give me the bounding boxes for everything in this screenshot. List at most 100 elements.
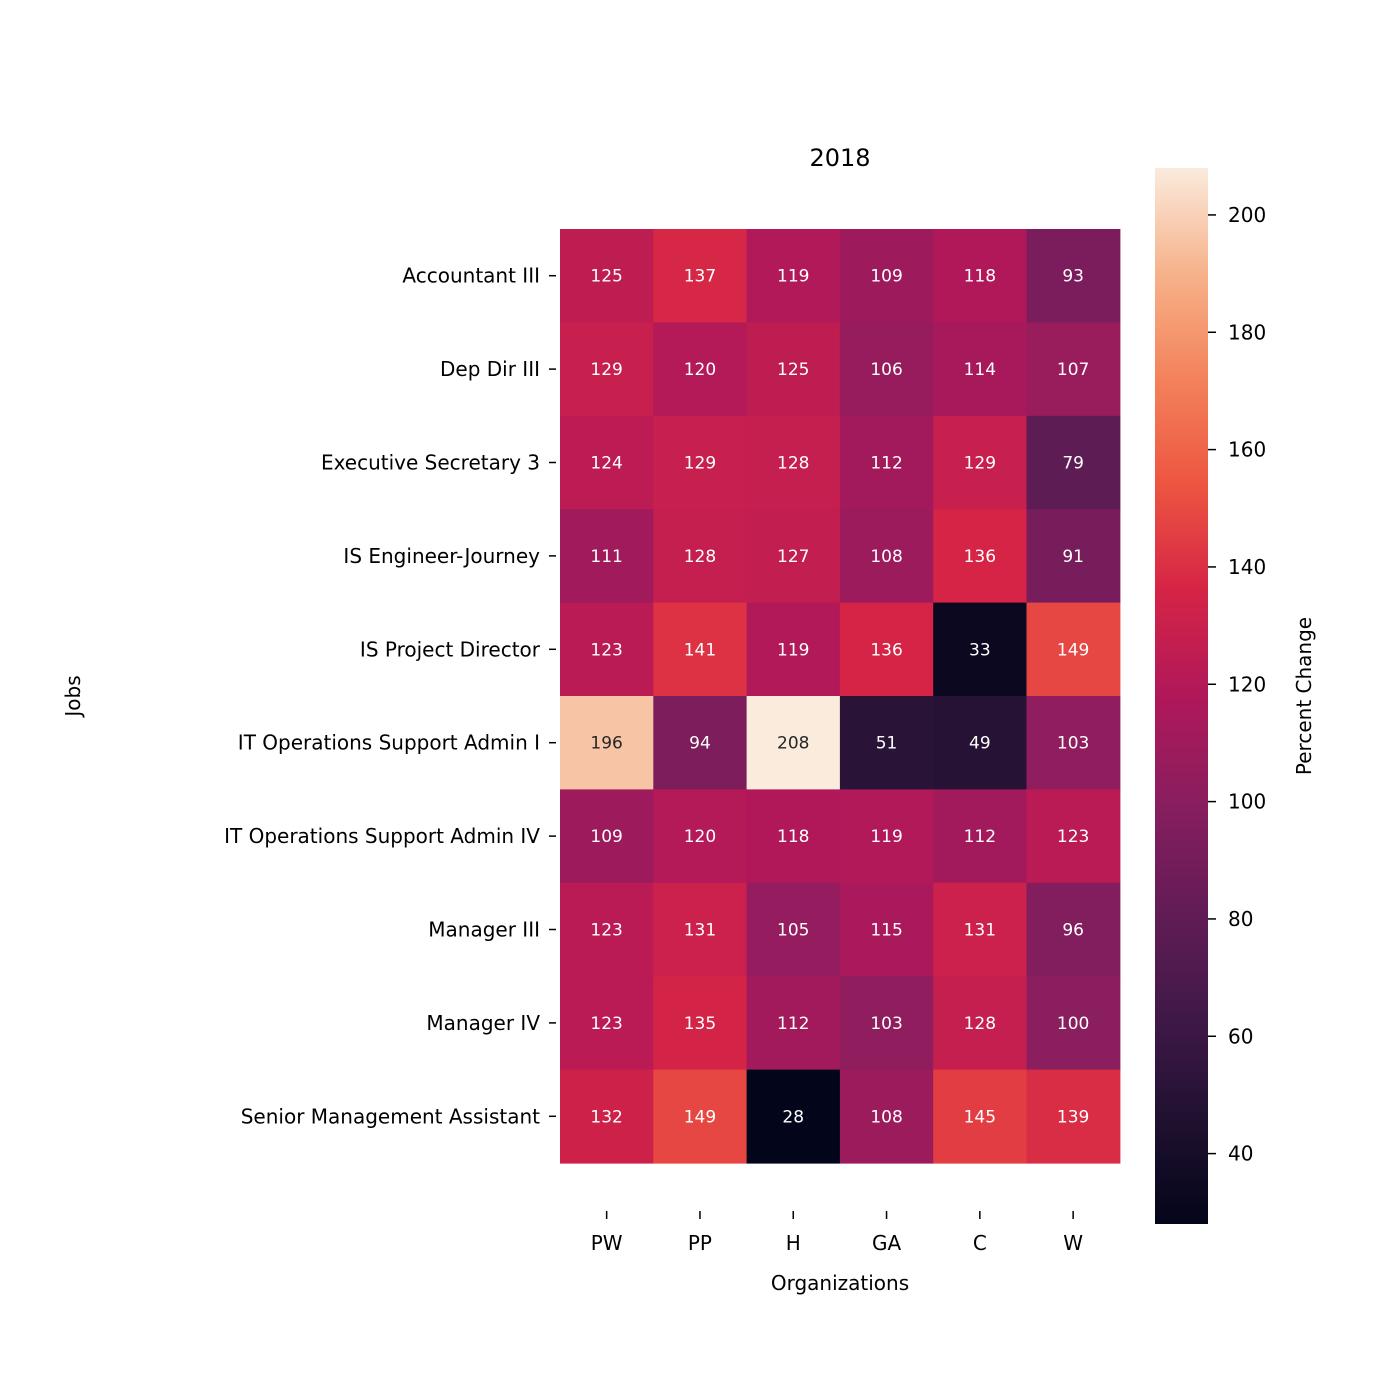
cell-value-label: 141 [684, 640, 716, 660]
cell-value-label: 123 [590, 640, 622, 660]
colorbar-label: Percent Change [1292, 617, 1316, 775]
cell-value-label: 119 [777, 640, 809, 660]
cell-value-label: 100 [1057, 1014, 1089, 1034]
cell-value-label: 111 [590, 547, 622, 567]
heatmap-cell [1026, 415, 1121, 510]
cell-value-label: 49 [969, 734, 991, 754]
heatmap-cell [653, 976, 748, 1071]
heatmap-cell [1026, 882, 1121, 977]
colorbar-tick-label: 160 [1228, 438, 1266, 462]
x-tick-label: H [786, 1231, 801, 1255]
cell-value-label: 145 [964, 1107, 996, 1127]
heatmap-cell [746, 696, 841, 790]
heatmap-cell [933, 415, 1028, 510]
x-tick-label: GA [872, 1231, 901, 1255]
heatmap-cell [1026, 976, 1121, 1071]
x-axis-label: Organizations [771, 1271, 909, 1295]
heatmap-cell [560, 509, 654, 604]
cell-value-label: 108 [870, 547, 902, 567]
cell-value-label: 33 [969, 640, 991, 660]
cell-value-label: 94 [689, 734, 711, 754]
cell-value-label: 131 [964, 921, 996, 941]
heatmap-cell [839, 882, 934, 977]
heatmap-cell [653, 789, 748, 884]
heatmap-cell [1026, 1069, 1121, 1164]
cell-value-label: 112 [964, 827, 996, 847]
heatmap-cell [839, 1069, 934, 1164]
heatmap-cell [746, 509, 841, 604]
cell-value-label: 135 [684, 1014, 716, 1034]
heatmap-cell [839, 602, 934, 697]
cell-value-label: 129 [684, 454, 716, 474]
heatmap-cell [746, 229, 841, 323]
cell-value-label: 125 [777, 360, 809, 380]
cell-value-label: 128 [777, 454, 809, 474]
y-tick-label: Manager IV [426, 1011, 540, 1035]
y-tick-label: IS Engineer-Journey [343, 544, 540, 568]
y-tick-label: Dep Dir III [440, 357, 540, 381]
heatmap-cell [653, 696, 748, 790]
cell-value-label: 136 [870, 640, 902, 660]
heatmap-cell [839, 229, 934, 323]
cell-value-label: 112 [777, 1014, 809, 1034]
cell-value-label: 28 [782, 1107, 804, 1127]
heatmap-cell [933, 1069, 1028, 1164]
heatmap-cell [746, 976, 841, 1071]
x-tick-label: PP [688, 1231, 712, 1255]
heatmap-cell [560, 322, 654, 417]
heatmap-cell [653, 882, 748, 977]
x-tick-label: PW [591, 1231, 623, 1255]
heatmap-cell [933, 882, 1028, 977]
cell-value-label: 109 [590, 827, 622, 847]
heatmap-cell [560, 696, 654, 790]
heatmap-cell [560, 602, 654, 697]
heatmap-cell [746, 789, 841, 884]
heatmap-cell [746, 415, 841, 510]
cell-value-label: 118 [777, 827, 809, 847]
heatmap-cell [933, 696, 1028, 790]
y-tick-label: Accountant III [402, 264, 540, 288]
colorbar-ticks: 40 60 80 100 120 140 160 180 200 [1208, 203, 1266, 1166]
colorbar-tick-label: 200 [1228, 203, 1266, 227]
heatmap-cell [653, 602, 748, 697]
cell-value-label: 149 [1057, 640, 1089, 660]
heatmap-cells [560, 229, 1121, 1164]
cell-value-label: 112 [870, 454, 902, 474]
heatmap-cell [839, 789, 934, 884]
heatmap-cell [560, 229, 654, 323]
y-axis-label: Jobs [61, 675, 85, 718]
y-tick-label: IT Operations Support Admin I [238, 731, 540, 755]
heatmap-cell [933, 509, 1028, 604]
heatmap-cell [560, 1069, 654, 1164]
cell-value-label: 123 [590, 1014, 622, 1034]
chart-title: 2018 [809, 144, 870, 172]
colorbar-tick-label: 100 [1228, 790, 1266, 814]
cell-value-label: 136 [964, 547, 996, 567]
cell-value-label: 115 [870, 921, 902, 941]
cell-value-label: 51 [876, 734, 898, 754]
cell-value-label: 129 [964, 454, 996, 474]
cell-value-label: 79 [1062, 454, 1084, 474]
heatmap-cell [933, 789, 1028, 884]
cell-value-label: 118 [964, 267, 996, 287]
cell-value-label: 208 [777, 734, 809, 754]
cell-value-label: 107 [1057, 360, 1089, 380]
heatmap-cell [746, 882, 841, 977]
heatmap-cell [839, 976, 934, 1071]
colorbar-tick-label: 180 [1228, 320, 1266, 344]
heatmap-cell [1026, 696, 1121, 790]
heatmap-cell [933, 322, 1028, 417]
heatmap-cell [933, 229, 1028, 323]
cell-value-label: 120 [684, 360, 716, 380]
cell-value-label: 131 [684, 921, 716, 941]
colorbar-tick-label: 80 [1228, 907, 1253, 931]
x-tick-label: C [973, 1231, 987, 1255]
cell-value-label: 96 [1062, 921, 1084, 941]
cell-value-label: 93 [1062, 267, 1084, 287]
heatmap-cell [653, 1069, 748, 1164]
x-axis-ticks: PW PP H GA C W [591, 1211, 1083, 1255]
colorbar [1155, 168, 1208, 1224]
heatmap-cell [560, 415, 654, 510]
cell-value-label: 119 [870, 827, 902, 847]
